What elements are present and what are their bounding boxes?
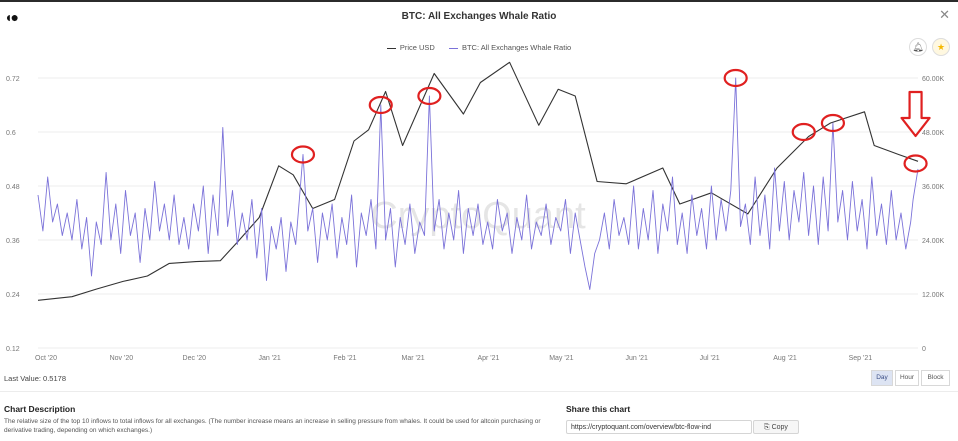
- share-url-field[interactable]: https://cryptoquant.com/overview/btc-flo…: [566, 420, 752, 434]
- y-left-tick-label: 0.24: [6, 292, 20, 299]
- y-right-tick-label: 48.00K: [922, 130, 945, 137]
- cryptoquant-logo-icon: ◖●: [4, 9, 19, 25]
- chart-canvas: 0.12 0 0.24 12.00K 0.36 24.00K 0.48 36.00K 0.6 48…: [6, 61, 945, 362]
- section-divider: [0, 391, 958, 392]
- y-right-tick-label: 60.00K: [922, 76, 945, 83]
- copy-button[interactable]: ⎘ Copy: [753, 420, 799, 434]
- legend-swatch-price: [386, 47, 396, 49]
- alert-bell-icon[interactable]: 🔔︎: [909, 38, 927, 56]
- favorite-star-icon[interactable]: ★: [932, 38, 950, 56]
- x-tick-label: Nov '20: [110, 355, 134, 362]
- x-tick-label: Oct '20: [35, 355, 57, 362]
- annotation-circle: [791, 122, 816, 142]
- x-tick-label: Sep '21: [849, 355, 873, 362]
- x-tick-label: Apr '21: [477, 355, 499, 362]
- legend-swatch-ratio: [448, 47, 458, 49]
- annotation-arrow-icon: [900, 90, 931, 138]
- annotation-circle: [417, 86, 442, 106]
- x-tick-label: Mar '21: [402, 355, 425, 362]
- chart-description-title: Chart Description: [4, 404, 76, 414]
- close-icon[interactable]: ✕: [939, 7, 950, 22]
- last-value: Last Value: 0.5178: [4, 374, 66, 383]
- copy-icon: ⎘: [764, 424, 772, 431]
- top-border: [0, 0, 958, 2]
- whale-ratio-line: [37, 77, 919, 290]
- annotation-circle: [723, 68, 748, 88]
- legend-item-price[interactable]: Price USD: [386, 43, 437, 52]
- y-left-tick-label: 0.36: [6, 238, 20, 245]
- legend-item-ratio[interactable]: BTC: All Exchanges Whale Ratio: [448, 43, 572, 52]
- x-tick-label: Feb '21: [333, 355, 356, 362]
- chart-description-text: The relative size of the top 10 inflows …: [4, 418, 541, 434]
- range-block-button[interactable]: Block: [921, 370, 950, 386]
- x-tick-label: Dec '20: [183, 355, 207, 362]
- chart-legend: Price USD BTC: All Exchanges Whale Ratio: [0, 43, 958, 52]
- annotation-circle: [368, 95, 393, 115]
- y-right-tick-label: 24.00K: [922, 238, 945, 245]
- annotation-circle: [903, 154, 928, 173]
- x-tick-label: Jun '21: [626, 355, 648, 362]
- y-right-tick-label: 0: [922, 346, 926, 353]
- annotation-circle: [290, 145, 316, 164]
- y-left-tick-label: 0.48: [6, 184, 20, 191]
- share-title: Share this chart: [566, 404, 631, 414]
- y-right-tick-label: 36.00K: [922, 184, 945, 191]
- y-right-tick-label: 12.00K: [922, 292, 945, 299]
- y-left-tick-label: 0.12: [6, 346, 20, 353]
- y-left-tick-label: 0.6: [6, 130, 16, 137]
- range-hour-button[interactable]: Hour: [895, 370, 919, 386]
- y-left-tick-label: 0.72: [6, 76, 20, 83]
- copy-label: Copy: [771, 424, 788, 431]
- price-usd-line: [37, 61, 919, 301]
- legend-label-ratio: BTC: All Exchanges Whale Ratio: [461, 43, 572, 52]
- x-tick-label: Jul '21: [700, 355, 720, 362]
- legend-label-price: Price USD: [399, 43, 435, 52]
- annotation-circle: [820, 113, 846, 133]
- x-tick-label: May '21: [549, 355, 573, 362]
- range-day-button[interactable]: Day: [871, 370, 893, 386]
- chart-title: BTC: All Exchanges Whale Ratio: [401, 11, 557, 22]
- watermark: CryptoQuant: [370, 195, 586, 237]
- x-tick-label: Aug '21: [773, 355, 797, 362]
- x-tick-label: Jan '21: [258, 355, 280, 362]
